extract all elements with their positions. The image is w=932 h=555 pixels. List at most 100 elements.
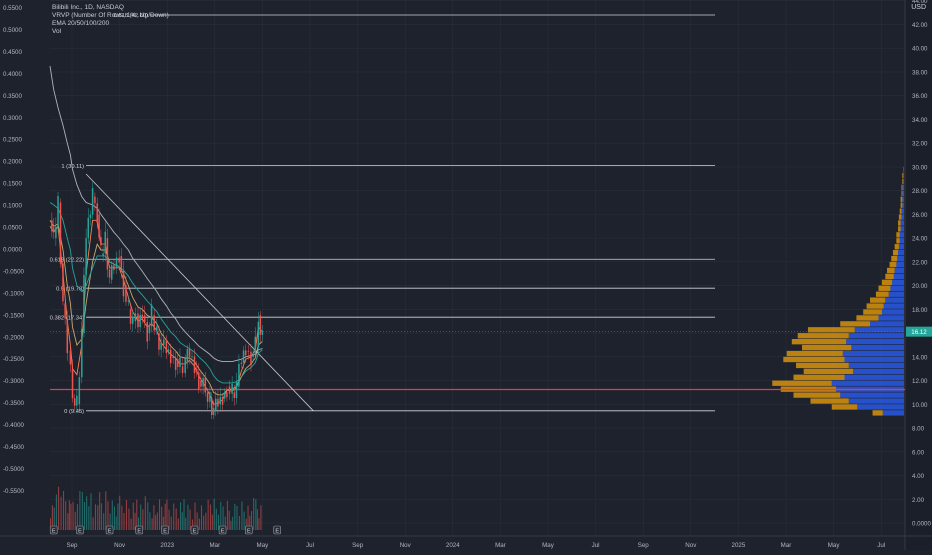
volume-bar	[207, 499, 209, 530]
right-axis-panel	[905, 0, 932, 550]
candle-body	[153, 315, 155, 331]
volume-bar	[175, 508, 177, 530]
right-axis-tick-label: 2.00	[912, 497, 925, 504]
volume-profile-down-bar	[902, 172, 904, 179]
volume-bar	[140, 504, 142, 530]
x-axis-tick-label: May	[542, 542, 555, 549]
volume-profile-up-bar	[894, 267, 904, 274]
volume-profile-up-bar	[846, 339, 904, 345]
volume-profile-down-bar	[901, 190, 903, 196]
volume-profile-down-bar	[793, 392, 841, 398]
x-axis-tick-label: Nov	[400, 542, 412, 549]
indicator-ema[interactable]: EMA 20/50/100/200	[52, 20, 110, 27]
candle-body	[134, 313, 137, 322]
volume-bar	[119, 495, 121, 530]
right-axis-tick-label: 18.00	[912, 307, 928, 314]
candle-body	[228, 386, 231, 394]
candle-body	[261, 330, 264, 335]
volume-profile-up-bar	[844, 356, 904, 363]
volume-bar	[226, 500, 228, 530]
volume-profile-up-bar	[857, 404, 904, 410]
candle-body	[200, 380, 202, 387]
volume-bar	[134, 512, 136, 530]
candle-body	[244, 350, 247, 356]
volume-bar	[258, 518, 260, 530]
volume-profile-down-bar	[872, 410, 883, 416]
candle-body	[235, 382, 238, 399]
candle-body	[150, 304, 153, 327]
currency-label[interactable]: USD	[911, 4, 926, 11]
volume-profile-down-bar	[894, 244, 899, 250]
candle-body	[163, 339, 165, 345]
volume-bar	[185, 517, 187, 530]
volume-bar	[166, 499, 168, 530]
left-axis-tick-label: 0.5000	[3, 27, 22, 34]
volume-bar	[125, 500, 128, 530]
right-axis-tick-label: 28.00	[912, 188, 928, 195]
volume-profile-up-bar	[903, 166, 904, 173]
volume-profile-down-bar	[803, 368, 853, 375]
volume-profile-down-bar	[899, 208, 902, 214]
indicator-vol[interactable]: Vol	[52, 28, 62, 35]
candle-body	[110, 265, 113, 280]
volume-profile-up-bar	[903, 178, 904, 185]
volume-bar	[83, 502, 86, 530]
volume-profile-up-bar	[898, 244, 904, 250]
volume-bar	[147, 502, 149, 530]
volume-bar	[230, 520, 232, 530]
candle-body	[57, 196, 59, 227]
x-axis-tick-label: May	[257, 542, 270, 549]
volume-profile-down-bar	[796, 362, 849, 369]
candle-body	[141, 314, 144, 320]
volume-bar	[168, 509, 170, 530]
candle-body	[247, 350, 250, 352]
candle-body	[55, 226, 57, 239]
volume-profile-up-bar	[883, 303, 904, 309]
volume-bar	[194, 502, 196, 530]
right-axis-tick-label: 24.00	[912, 236, 928, 243]
x-axis-tick-label: Mar	[495, 542, 506, 549]
volume-profile-down-bar	[898, 226, 901, 232]
volume-profile-down-bar	[896, 232, 900, 238]
fib-level-label: 0.618 (42.80)	[114, 13, 149, 19]
candle-body	[69, 350, 72, 365]
right-axis-tick-label: 0.0000	[912, 521, 931, 528]
earnings-marker-label: E	[221, 528, 225, 534]
volume-bar	[162, 516, 164, 530]
volume-bar	[128, 508, 130, 530]
x-axis-tick-label: Sep	[66, 542, 78, 549]
volume-profile-up-bar	[831, 380, 904, 386]
candle-body	[76, 395, 78, 406]
volume-profile-down-bar	[875, 291, 889, 297]
earnings-marker-label: E	[108, 528, 112, 534]
volume-profile-up-bar	[854, 327, 904, 333]
x-axis-tick-label: May	[828, 542, 841, 549]
left-axis-tick-label: -0.4000	[3, 422, 25, 429]
volume-profile-down-bar	[898, 214, 902, 220]
volume-bar	[241, 501, 243, 530]
candle-body	[71, 368, 74, 399]
candle-body	[98, 214, 100, 238]
ema-line	[49, 202, 263, 384]
volume-profile-down-bar	[881, 279, 893, 285]
candle-body	[186, 349, 189, 363]
volume-bar	[136, 499, 138, 530]
indicator-vrvp[interactable]: VRVP (Number Of Rows, 1%, Up/Down)	[52, 12, 169, 19]
volume-bar	[51, 505, 53, 530]
candle-body	[146, 322, 148, 342]
volume-bar	[189, 509, 191, 530]
volume-profile-up-bar	[853, 368, 904, 375]
candle-body	[52, 227, 55, 232]
symbol-title[interactable]: Bilibili Inc., 1D, NASDAQ	[52, 4, 124, 11]
volume-bar	[144, 496, 146, 530]
volume-bar	[55, 494, 57, 530]
left-axis-tick-label: -0.3500	[3, 400, 25, 407]
right-axis-tick-label: 34.00	[912, 117, 928, 124]
candle-body	[160, 342, 162, 350]
right-axis-tick-label: 44.00	[912, 0, 928, 5]
candle-body	[148, 326, 151, 334]
right-axis-tick-label: 36.00	[912, 93, 928, 100]
